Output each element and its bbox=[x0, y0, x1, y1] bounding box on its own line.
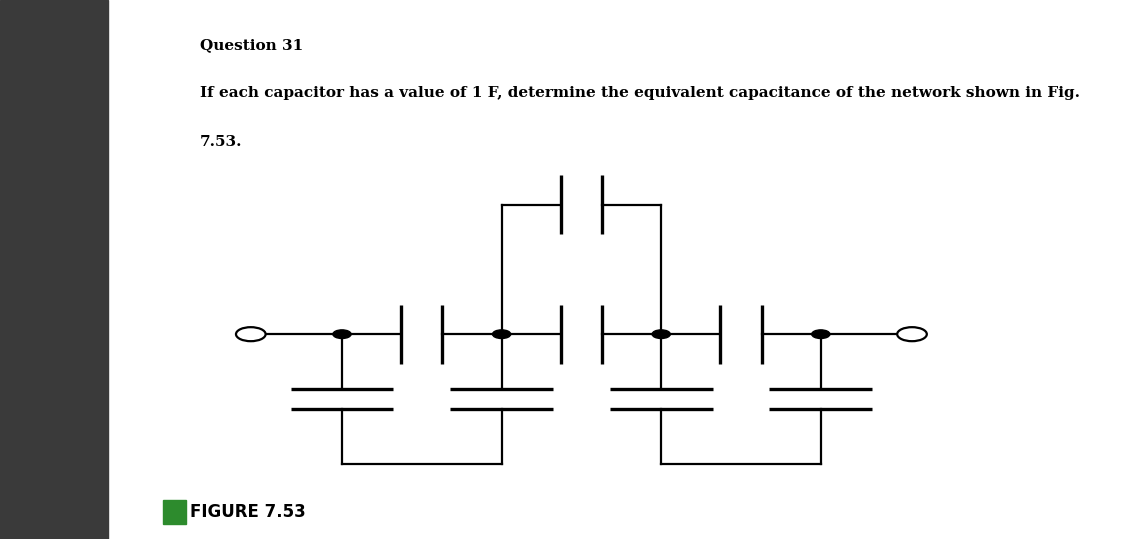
Circle shape bbox=[236, 327, 266, 341]
Text: If each capacitor has a value of 1 F, determine the equivalent capacitance of th: If each capacitor has a value of 1 F, de… bbox=[200, 86, 1080, 100]
Text: Question 31: Question 31 bbox=[200, 38, 303, 52]
Circle shape bbox=[897, 327, 927, 341]
Circle shape bbox=[333, 330, 351, 338]
Text: FIGURE 7.53: FIGURE 7.53 bbox=[190, 503, 307, 521]
Circle shape bbox=[652, 330, 670, 338]
Bar bbox=[163, 500, 186, 524]
Circle shape bbox=[812, 330, 830, 338]
Circle shape bbox=[492, 330, 511, 338]
Text: 7.53.: 7.53. bbox=[200, 135, 242, 149]
